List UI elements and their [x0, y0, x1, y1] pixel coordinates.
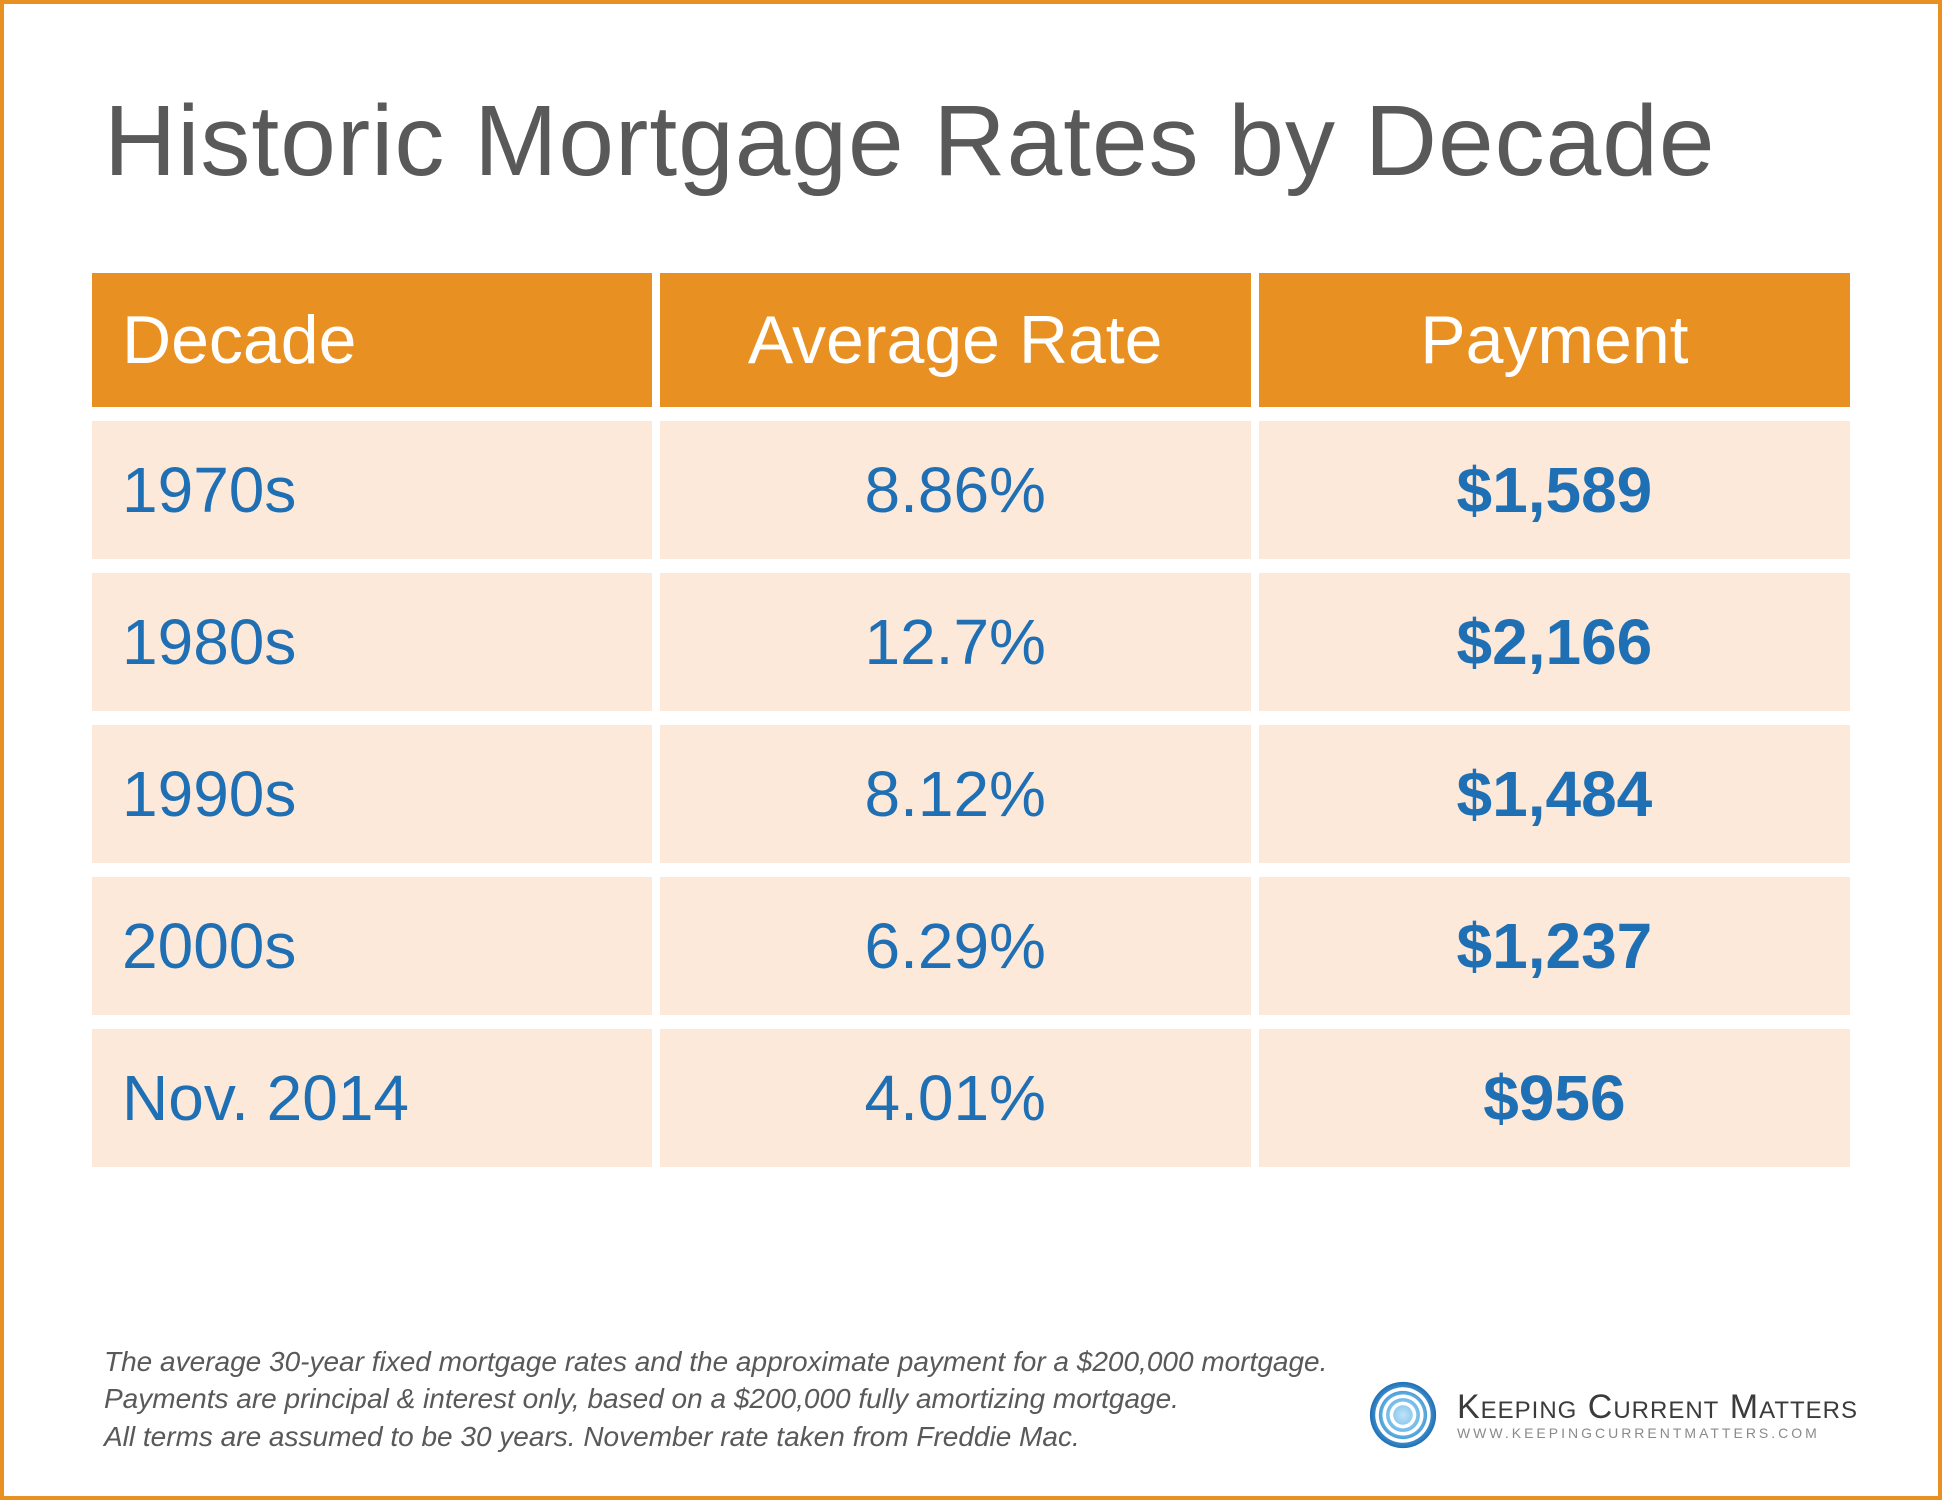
page-title: Historic Mortgage Rates by Decade — [104, 84, 1858, 199]
cell-payment: $956 — [1259, 1029, 1850, 1167]
col-header-decade: Decade — [92, 273, 652, 407]
cell-payment: $1,589 — [1259, 421, 1850, 559]
cell-decade: 2000s — [92, 877, 652, 1015]
brand-name: Keeping Current Matters — [1457, 1390, 1858, 1426]
table-row: 1990s 8.12% $1,484 — [92, 725, 1850, 863]
cell-payment: $1,237 — [1259, 877, 1850, 1015]
cell-decade: Nov. 2014 — [92, 1029, 652, 1167]
infographic-canvas: Historic Mortgage Rates by Decade Decade… — [0, 0, 1942, 1500]
cell-rate: 4.01% — [660, 1029, 1251, 1167]
brand-url: WWW.KEEPINGCURRENTMATTERS.COM — [1457, 1426, 1858, 1441]
footnote-line: Payments are principal & interest only, … — [104, 1380, 1438, 1418]
cell-decade: 1990s — [92, 725, 652, 863]
cell-payment: $2,166 — [1259, 573, 1850, 711]
brand-swirl-icon — [1367, 1379, 1439, 1451]
table-row: Nov. 2014 4.01% $956 — [92, 1029, 1850, 1167]
footnote-line: All terms are assumed to be 30 years. No… — [104, 1418, 1438, 1456]
col-header-rate: Average Rate — [660, 273, 1251, 407]
cell-decade: 1970s — [92, 421, 652, 559]
footnote: The average 30-year fixed mortgage rates… — [104, 1343, 1438, 1456]
brand-text: Keeping Current Matters WWW.KEEPINGCURRE… — [1457, 1390, 1858, 1440]
table-row: 2000s 6.29% $1,237 — [92, 877, 1850, 1015]
footnote-line: The average 30-year fixed mortgage rates… — [104, 1343, 1438, 1381]
cell-rate: 12.7% — [660, 573, 1251, 711]
col-header-payment: Payment — [1259, 273, 1850, 407]
table-row: 1980s 12.7% $2,166 — [92, 573, 1850, 711]
table-body: 1970s 8.86% $1,589 1980s 12.7% $2,166 19… — [92, 421, 1850, 1167]
rates-table: Decade Average Rate Payment 1970s 8.86% … — [84, 259, 1858, 1181]
brand-block: Keeping Current Matters WWW.KEEPINGCURRE… — [1367, 1379, 1858, 1451]
table-header: Decade Average Rate Payment — [92, 273, 1850, 407]
cell-rate: 8.12% — [660, 725, 1251, 863]
table-row: 1970s 8.86% $1,589 — [92, 421, 1850, 559]
cell-rate: 8.86% — [660, 421, 1251, 559]
cell-decade: 1980s — [92, 573, 652, 711]
cell-payment: $1,484 — [1259, 725, 1850, 863]
cell-rate: 6.29% — [660, 877, 1251, 1015]
